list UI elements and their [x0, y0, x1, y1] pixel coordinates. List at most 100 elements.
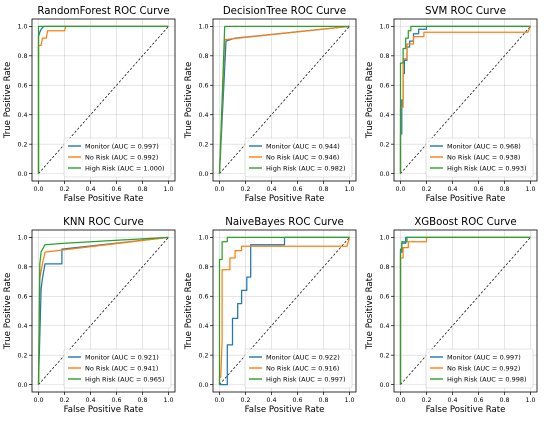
x-tick-label: 0.4 — [447, 397, 457, 404]
x-tick-label: 1.0 — [525, 186, 535, 193]
y-tick-label: 0.4 — [379, 112, 389, 119]
x-tick-label: 0.0 — [214, 397, 224, 404]
roc-curve-high-risk — [37, 236, 169, 385]
roc-panel-4: 0.0 0.2 0.4 0.6 0.8 1.0 0.0 0.2 0.4 0.6 0.8 1.0 KNN … — [3, 217, 176, 415]
legend-entry: No Risk (AUC = 0.946) — [266, 153, 339, 161]
roc-curve-high-risk — [399, 25, 531, 174]
y-tick-label: 0.8 — [379, 264, 389, 271]
roc-curve-no-risk — [399, 236, 531, 385]
y-tick-label: 0.4 — [198, 323, 208, 330]
y-tick-label: 0.4 — [17, 112, 27, 119]
x-tick-label: 0.4 — [85, 186, 95, 193]
x-tick-label: 0.6 — [473, 186, 483, 193]
y-tick-label: 1.0 — [198, 24, 208, 31]
roc-curve-no-risk — [218, 237, 351, 385]
plot-frame — [31, 229, 176, 393]
x-tick-label: 0.2 — [421, 397, 431, 404]
y-tick-label: 0.2 — [198, 141, 208, 148]
x-tick-label: 0.4 — [266, 397, 276, 404]
x-tick-label: 0.6 — [473, 397, 483, 404]
y-tick-label: 0.8 — [198, 53, 208, 60]
plot-frame — [212, 18, 357, 182]
panel-title: RandomForest ROC Curve — [37, 6, 169, 17]
y-tick-label: 0.2 — [198, 352, 208, 359]
x-tick-label: 0.2 — [59, 397, 69, 404]
x-tick-label: 0.0 — [395, 186, 405, 193]
x-axis-label: False Positive Rate — [426, 194, 506, 204]
legend-entry: High Risk (AUC = 1.000) — [85, 164, 165, 172]
x-axis-label: False Positive Rate — [64, 405, 144, 415]
legend-entry: Monitor (AUC = 0.922) — [266, 353, 340, 361]
legend-entry: No Risk (AUC = 0.992) — [447, 364, 520, 372]
y-tick-label: 0.2 — [17, 352, 27, 359]
y-tick-label: 0.6 — [379, 82, 389, 89]
chance-diagonal — [38, 237, 169, 385]
y-tick-label: 0.8 — [17, 264, 27, 271]
y-tick-label: 0.2 — [17, 141, 27, 148]
y-tick-label: 0.0 — [198, 382, 208, 389]
legend: Monitor (AUC = 0.944) No Risk (AUC = 0.94… — [244, 137, 353, 178]
y-tick-label: 1.0 — [198, 235, 208, 242]
x-tick-label: 0.0 — [395, 397, 405, 404]
plot-frame — [212, 229, 357, 393]
x-tick-label: 1.0 — [344, 397, 354, 404]
y-tick-label: 0.2 — [379, 141, 389, 148]
x-tick-label: 0.8 — [499, 397, 509, 404]
x-tick-label: 0.2 — [59, 186, 69, 193]
x-axis-label: False Positive Rate — [64, 194, 144, 204]
y-tick-label: 0.4 — [198, 112, 208, 119]
legend: Monitor (AUC = 0.997) No Risk (AUC = 0.99… — [63, 137, 172, 178]
legend-box — [63, 348, 172, 389]
y-axis-label: True Positive Rate — [184, 62, 194, 140]
legend: Monitor (AUC = 0.922) No Risk (AUC = 0.91… — [244, 348, 353, 389]
x-tick-label: 0.8 — [318, 397, 328, 404]
panel-title: DecisionTree ROC Curve — [223, 6, 346, 17]
panel-title: NaiveBayes ROC Curve — [225, 217, 344, 228]
chance-diagonal — [219, 237, 350, 385]
y-tick-label: 0.6 — [379, 293, 389, 300]
legend-entry: Monitor (AUC = 0.997) — [447, 353, 521, 361]
legend-entry: High Risk (AUC = 0.982) — [266, 164, 346, 172]
x-tick-label: 0.6 — [292, 186, 302, 193]
x-tick-label: 0.0 — [214, 186, 224, 193]
panel-title: XGBoost ROC Curve — [414, 217, 516, 228]
x-tick-label: 0.8 — [318, 186, 328, 193]
roc-curve-no-risk — [399, 26, 532, 174]
x-tick-label: 0.8 — [499, 186, 509, 193]
legend-box — [425, 137, 534, 178]
y-tick-label: 0.6 — [198, 293, 208, 300]
legend-entry: High Risk (AUC = 0.993) — [447, 164, 527, 172]
x-tick-label: 0.2 — [240, 397, 250, 404]
roc-panel-3: 0.0 0.2 0.4 0.6 0.8 1.0 0.0 0.2 0.4 0.6 0.8 1.0 SVM … — [365, 6, 538, 204]
chance-diagonal — [38, 26, 169, 174]
legend-entry: No Risk (AUC = 0.938) — [447, 153, 520, 161]
legend: Monitor (AUC = 0.997) No Risk (AUC = 0.99… — [425, 348, 534, 389]
y-tick-label: 0.2 — [379, 352, 389, 359]
legend-entry: High Risk (AUC = 0.998) — [447, 375, 527, 383]
legend-entry: High Risk (AUC = 0.997) — [266, 375, 346, 383]
x-tick-label: 1.0 — [163, 397, 173, 404]
roc-curve-high-risk — [37, 25, 169, 174]
legend-entry: Monitor (AUC = 0.997) — [85, 142, 159, 150]
roc-panel-2: 0.0 0.2 0.4 0.6 0.8 1.0 0.0 0.2 0.4 0.6 0.8 1.0 Deci… — [184, 6, 357, 204]
y-tick-label: 0.6 — [17, 293, 27, 300]
y-tick-label: 1.0 — [17, 24, 27, 31]
roc-curve-high-risk — [399, 236, 531, 385]
x-tick-label: 0.0 — [33, 186, 43, 193]
y-tick-label: 0.4 — [17, 323, 27, 330]
legend: Monitor (AUC = 0.968) No Risk (AUC = 0.93… — [425, 137, 534, 178]
y-tick-label: 1.0 — [379, 24, 389, 31]
legend: Monitor (AUC = 0.921) No Risk (AUC = 0.94… — [63, 348, 172, 389]
y-tick-label: 0.0 — [379, 171, 389, 178]
legend-box — [425, 348, 534, 389]
y-tick-label: 0.8 — [198, 264, 208, 271]
x-tick-label: 0.6 — [111, 397, 121, 404]
y-axis-label: True Positive Rate — [365, 273, 375, 351]
chance-diagonal — [219, 26, 350, 174]
roc-curve-monitor — [37, 236, 169, 385]
x-tick-label: 0.8 — [137, 186, 147, 193]
x-axis-label: False Positive Rate — [245, 405, 325, 415]
y-tick-label: 0.8 — [379, 53, 389, 60]
y-axis-label: True Positive Rate — [184, 273, 194, 351]
